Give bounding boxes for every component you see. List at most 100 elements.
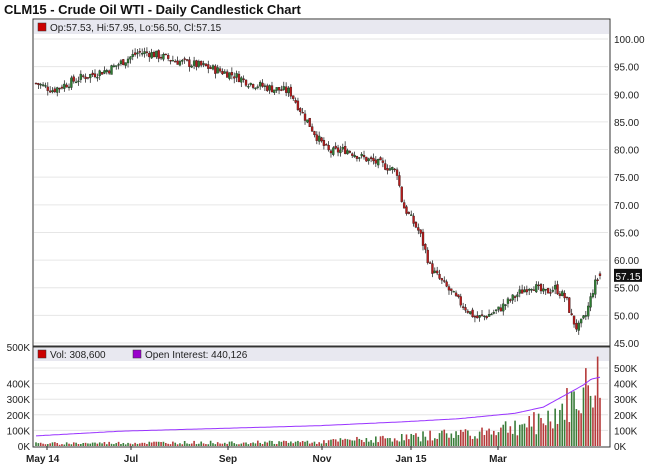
candle [391, 166, 394, 174]
volume-bar [467, 430, 469, 446]
volume-bar [488, 428, 490, 446]
volume-bar [150, 442, 153, 446]
candle [426, 247, 429, 265]
volume-bar [174, 442, 177, 446]
candle [115, 65, 118, 70]
candle [284, 82, 288, 97]
volume-legend-bar [34, 348, 609, 361]
volume-bar [426, 440, 429, 446]
candle [502, 299, 505, 316]
candle [174, 59, 177, 63]
volume-bar [405, 434, 408, 446]
candle [480, 310, 484, 317]
oi-legend-swatch [132, 349, 142, 359]
volume-bar [582, 387, 585, 446]
volume-bar [568, 422, 571, 446]
volume-bar [537, 413, 540, 446]
candle [372, 153, 375, 165]
volume-bar [587, 385, 590, 446]
volume-bar [516, 435, 519, 446]
candle [336, 144, 340, 157]
volume-bar [179, 443, 181, 446]
candle [145, 47, 149, 57]
volume-bar [327, 440, 330, 446]
volume-bar [96, 443, 99, 446]
candle [195, 59, 198, 71]
candle [535, 281, 538, 293]
volume-bar [122, 442, 125, 446]
volume-bar [35, 442, 37, 446]
candle [471, 307, 474, 318]
candle [292, 95, 295, 101]
volume-bar [82, 442, 84, 446]
volume-bar [275, 444, 278, 446]
candle [273, 89, 276, 95]
volume-bar [63, 444, 66, 446]
volume-bar [535, 434, 538, 446]
volume-bar [367, 441, 370, 446]
volume-bar [358, 438, 361, 446]
candle [225, 69, 229, 78]
candle [431, 260, 434, 278]
volume-bar [457, 435, 460, 446]
volume-bar [271, 440, 273, 446]
candle [577, 320, 580, 335]
volume-bar [556, 423, 559, 446]
candle [131, 49, 134, 61]
volume-bar [308, 443, 311, 446]
volume-bar [575, 409, 578, 446]
volume-bar [339, 438, 342, 446]
volume-bar [261, 444, 264, 446]
volume-bar [436, 438, 438, 446]
volume-bar [84, 442, 87, 446]
candle [275, 87, 278, 93]
volume-bar [518, 424, 521, 446]
candle [575, 319, 578, 332]
candle [159, 54, 163, 61]
volume-bar [228, 441, 231, 446]
candle [150, 48, 153, 59]
volume-bar [544, 425, 547, 446]
volume-bar [304, 441, 306, 446]
candle [516, 291, 519, 302]
volume-bar [254, 443, 257, 446]
candle [318, 131, 321, 145]
candle [379, 156, 382, 161]
candle [148, 50, 151, 62]
candle [369, 155, 373, 163]
last-price-label: 57.15 [615, 272, 640, 283]
volume-bar [434, 438, 436, 446]
volume-bar [389, 438, 391, 446]
volume-bar [504, 421, 507, 446]
volume-bar [540, 417, 542, 446]
volume-bar [46, 444, 49, 446]
volume-bar [80, 443, 82, 446]
volume-bar [219, 443, 221, 446]
volume-bar [257, 440, 259, 446]
candle [299, 107, 302, 116]
candle [112, 63, 116, 68]
candle [204, 63, 208, 67]
volume-bar [318, 442, 320, 446]
candle [93, 69, 97, 79]
volume-bar [363, 442, 365, 446]
candle [322, 137, 326, 150]
volume-bar [193, 440, 195, 446]
volume-bar [346, 439, 349, 446]
price-panel-frame [32, 18, 611, 347]
candle [546, 287, 550, 294]
candle [374, 156, 377, 167]
volume-bar [212, 443, 214, 446]
candle [348, 150, 352, 154]
candle [60, 84, 64, 90]
volume-bar [77, 444, 80, 446]
volume-bar [273, 443, 276, 446]
price-tick-label: 85.00 [614, 118, 639, 129]
volume-bar [68, 443, 70, 446]
candle [532, 286, 536, 291]
volume-bar [514, 420, 516, 446]
volume-bar [577, 410, 580, 446]
volume-bar [365, 438, 368, 446]
volume-bar [323, 440, 325, 446]
volume-bar [65, 442, 68, 446]
